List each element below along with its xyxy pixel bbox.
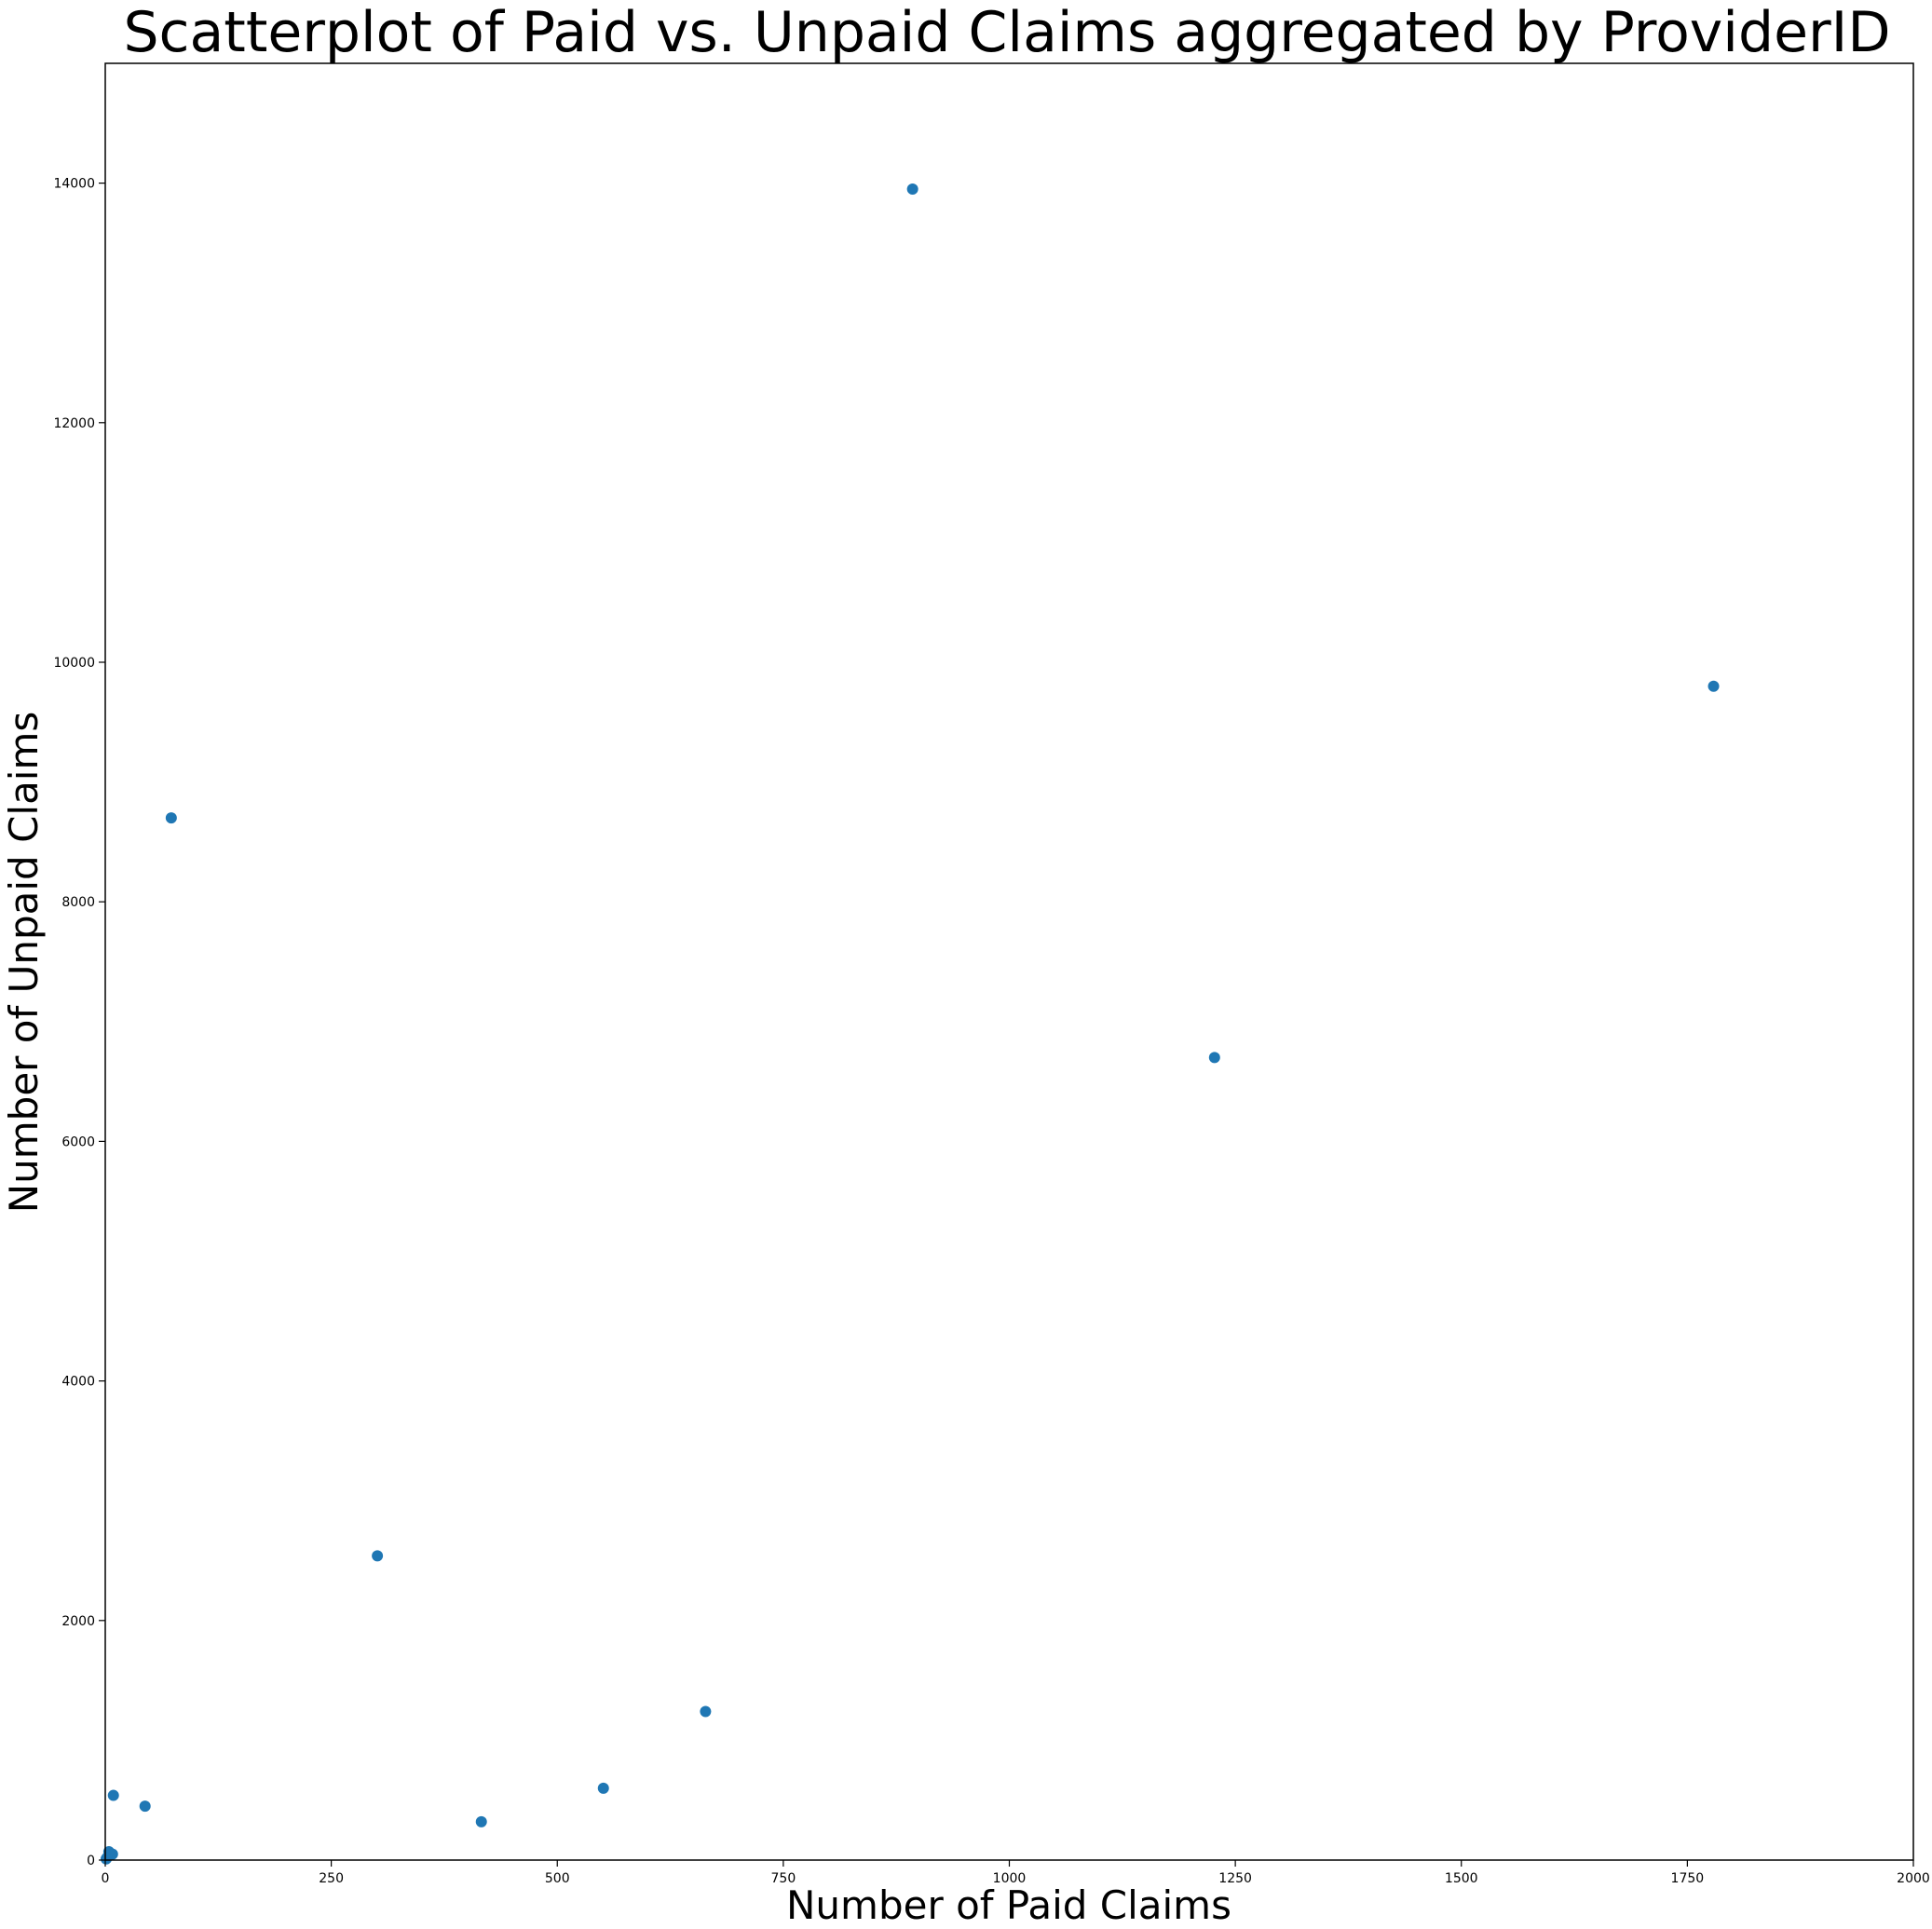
x-tick-label: 0 <box>102 1871 110 1886</box>
x-tick-label: 2000 <box>1897 1871 1930 1886</box>
data-point-13 <box>100 1853 112 1865</box>
y-axis-label: Number of Unpaid Claims <box>1 712 47 1214</box>
x-tick-label: 1250 <box>1218 1871 1252 1886</box>
plot-area <box>100 183 1720 1865</box>
y-tick-label: 12000 <box>53 416 95 431</box>
y-tick-label: 10000 <box>53 656 95 671</box>
x-tick-label: 1000 <box>993 1871 1027 1886</box>
data-point-8 <box>139 1800 151 1813</box>
x-tick-label: 1750 <box>1671 1871 1705 1886</box>
chart-title: Scatterplot of Paid vs. Unpaid Claims ag… <box>123 0 1890 65</box>
y-tick-label: 8000 <box>61 895 95 910</box>
data-point-0 <box>906 183 918 196</box>
data-point-6 <box>597 1782 609 1794</box>
axis-ticks: 0 250 500 750 1000 1250 1500 1750 2000 0 2000 4000 6… <box>53 177 1929 1886</box>
y-tick-label: 14000 <box>53 177 95 192</box>
data-point-4 <box>372 1550 384 1562</box>
data-point-9 <box>475 1815 487 1827</box>
x-tick-label: 500 <box>545 1871 570 1886</box>
x-tick-label: 1500 <box>1445 1871 1478 1886</box>
x-tick-label: 250 <box>319 1871 344 1886</box>
data-point-5 <box>700 1705 712 1718</box>
data-point-3 <box>1208 1052 1220 1064</box>
y-tick-label: 4000 <box>61 1375 95 1390</box>
x-tick-label: 750 <box>771 1871 796 1886</box>
plot-frame <box>104 62 1914 1861</box>
data-point-1 <box>1708 680 1720 692</box>
x-axis-label: Number of Paid Claims <box>786 1882 1231 1928</box>
data-point-7 <box>107 1789 119 1801</box>
data-point-2 <box>165 812 177 824</box>
y-tick-label: 6000 <box>61 1134 95 1149</box>
y-tick-label: 2000 <box>61 1614 95 1629</box>
y-tick-label: 0 <box>87 1854 95 1868</box>
